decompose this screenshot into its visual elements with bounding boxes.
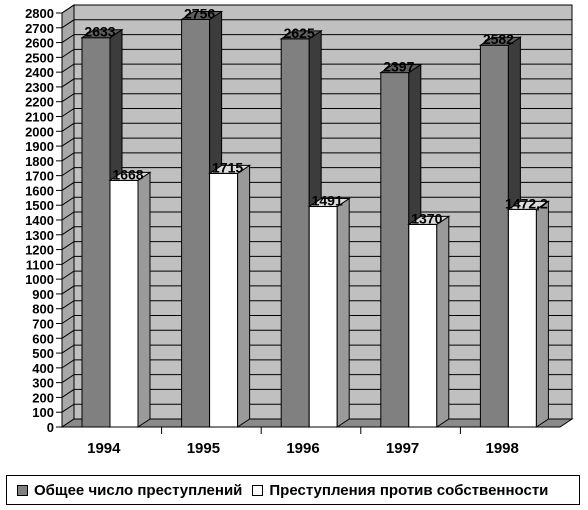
gridline [61,34,572,43]
chart-legend: Общее число преступлений Преступления пр… [6,475,580,505]
bar-top [506,200,551,210]
bar [380,72,410,428]
y-tick-label: 2300 [25,80,54,95]
y-tick-label: 1900 [25,139,54,154]
bar-top [379,64,423,74]
data-label: 1472,2 [505,195,548,211]
data-label: 1370 [411,210,442,226]
legend-entry-total: Общее число преступлений [17,482,242,499]
y-tick-label: 800 [32,302,54,317]
y-tick-label: 200 [32,390,54,405]
y-tick-label: 1100 [26,257,54,272]
legend-entry-property: Преступления против собственности [252,482,548,499]
y-tick-label: 300 [32,376,54,391]
bar [507,208,537,428]
y-tick-label: 2500 [25,50,54,65]
y-tick-label: 1600 [25,183,54,198]
y-tick-label: 700 [32,317,54,332]
legend-swatch-property [252,484,264,496]
y-tick-label: 100 [32,405,54,420]
y-tick-label: 2000 [25,124,54,139]
data-label: 2397 [383,59,414,75]
bar-side [535,200,549,428]
data-label: 2582 [483,31,514,47]
y-tick-label: 600 [32,331,54,346]
data-label: 2756 [184,6,215,22]
y-tick-label: 2600 [25,36,54,51]
legend-label-total: Общее число преступлений [34,481,243,499]
y-tick-label: 2700 [25,21,54,36]
bar-top [407,215,451,225]
y-tick-label: 0 [47,420,54,435]
bar-side [137,171,151,428]
x-tick-label: 1996 [286,440,319,457]
y-tick-label: 2800 [25,6,54,21]
y-tick-label: 500 [32,346,54,361]
bar [209,172,239,428]
bar [81,37,111,428]
bar-side [237,164,251,428]
y-tick-label: 1300 [25,228,54,243]
bar-top [307,198,351,208]
bar [308,206,338,428]
data-label: 2625 [284,25,315,41]
bar-side [336,197,350,428]
y-tick-label: 2100 [25,110,54,125]
y-tick-label: 1800 [25,154,54,169]
y-tick-label: 1400 [25,213,54,228]
bar [181,19,211,428]
bar [280,38,310,428]
chart-plot: 0100200300400500600700800900100011001200… [25,4,574,457]
x-tick-label: 1995 [187,440,220,457]
x-tick-label: 1998 [486,440,519,457]
bar [109,179,139,428]
gridline [61,4,572,14]
bar [479,44,509,428]
data-label: 1668 [112,166,143,182]
x-tick-label: 1994 [87,440,121,457]
bar-side [436,215,450,428]
bar-top [108,171,152,181]
y-tick-label: 1000 [25,272,54,287]
x-tick-label: 1997 [386,440,419,457]
gridline [61,19,572,29]
legend-swatch-total [17,484,28,496]
legend-label-property: Преступления против собственности [269,481,549,499]
bar-top [179,11,224,21]
bar [408,223,438,428]
y-tick-label: 2400 [25,65,54,80]
y-tick-label: 900 [32,287,54,302]
y-tick-label: 2200 [25,95,54,110]
bar-top [207,164,252,174]
bar-top [279,30,323,40]
bar-top [80,29,124,39]
data-label: 1715 [212,159,243,175]
bar-top [478,36,523,46]
y-tick-label: 400 [32,361,54,376]
data-label: 2633 [84,24,115,40]
gridline [61,48,572,58]
y-tick-label: 1200 [25,243,54,258]
data-label: 1491 [312,193,343,209]
y-tick-label: 1700 [25,169,54,184]
y-tick-label: 1500 [25,198,54,213]
